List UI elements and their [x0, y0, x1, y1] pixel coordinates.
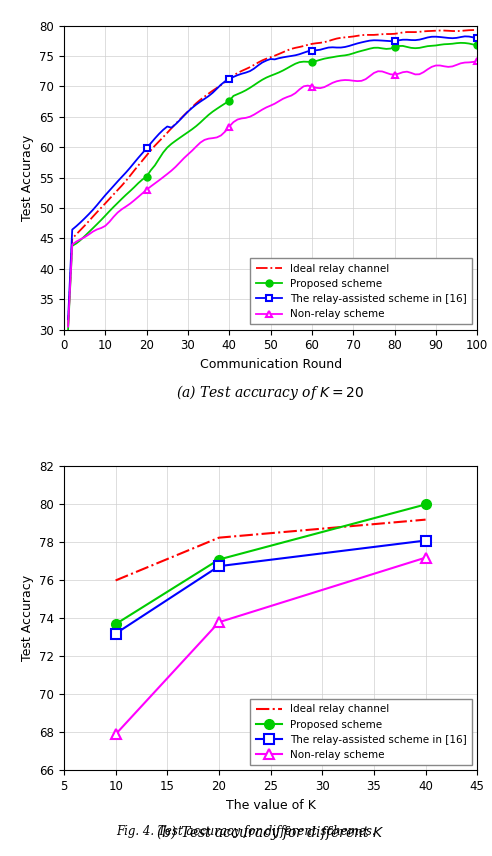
- Ideal relay channel: [276, 49, 282, 59]
- Ideal relay channel: [113, 575, 119, 586]
- The relay-assisted scheme in [16]: [454, 33, 460, 43]
- Non-relay scheme: [276, 96, 282, 106]
- Ideal relay channel: [160, 132, 166, 142]
- Non-relay scheme: [441, 61, 447, 71]
- The relay-assisted scheme in [16]: [216, 561, 222, 571]
- Ideal relay channel: [474, 25, 480, 35]
- Proposed scheme: [309, 56, 315, 67]
- X-axis label: Communication Round: Communication Round: [200, 358, 341, 371]
- Line: Proposed scheme: Proposed scheme: [111, 500, 430, 629]
- Non-relay scheme: [454, 60, 460, 70]
- Ideal relay channel: [216, 532, 222, 543]
- The relay-assisted scheme in [16]: [309, 45, 315, 56]
- Text: Fig. 4. Test accuracy for different schemes.: Fig. 4. Test accuracy for different sche…: [116, 824, 376, 838]
- The relay-assisted scheme in [16]: [441, 33, 447, 43]
- Proposed scheme: [216, 555, 222, 565]
- Line: The relay-assisted scheme in [16]: The relay-assisted scheme in [16]: [111, 536, 430, 639]
- Non-relay scheme: [144, 185, 150, 195]
- Non-relay scheme: [65, 322, 71, 332]
- The relay-assisted scheme in [16]: [113, 628, 119, 639]
- The relay-assisted scheme in [16]: [423, 535, 429, 545]
- Title: (a) Test accuracy of $K = 20$: (a) Test accuracy of $K = 20$: [177, 383, 365, 401]
- X-axis label: The value of K: The value of K: [226, 799, 315, 811]
- Non-relay scheme: [216, 617, 222, 627]
- Proposed scheme: [474, 40, 480, 51]
- The relay-assisted scheme in [16]: [144, 143, 150, 153]
- Proposed scheme: [144, 171, 150, 181]
- Non-relay scheme: [309, 81, 315, 92]
- Ideal relay channel: [144, 151, 150, 161]
- Proposed scheme: [423, 499, 429, 509]
- Ideal relay channel: [423, 514, 429, 525]
- Line: Proposed scheme: Proposed scheme: [64, 39, 481, 333]
- Line: Non-relay scheme: Non-relay scheme: [111, 553, 430, 740]
- Ideal relay channel: [65, 322, 71, 332]
- Proposed scheme: [113, 619, 119, 629]
- Line: The relay-assisted scheme in [16]: The relay-assisted scheme in [16]: [64, 33, 481, 323]
- The relay-assisted scheme in [16]: [160, 125, 166, 135]
- Proposed scheme: [276, 68, 282, 78]
- Legend: Ideal relay channel, Proposed scheme, The relay-assisted scheme in [16], Non-rel: Ideal relay channel, Proposed scheme, Th…: [250, 699, 472, 765]
- Non-relay scheme: [160, 172, 166, 182]
- Ideal relay channel: [454, 26, 460, 36]
- Proposed scheme: [160, 147, 166, 158]
- Non-relay scheme: [113, 729, 119, 740]
- Y-axis label: Test Accuracy: Test Accuracy: [21, 134, 34, 221]
- Non-relay scheme: [474, 56, 480, 67]
- Legend: Ideal relay channel, Proposed scheme, The relay-assisted scheme in [16], Non-rel: Ideal relay channel, Proposed scheme, Th…: [250, 259, 472, 324]
- Proposed scheme: [458, 38, 463, 48]
- Title: (b) Test accuracy for different $K$: (b) Test accuracy for different $K$: [156, 823, 385, 842]
- The relay-assisted scheme in [16]: [462, 32, 468, 42]
- Non-relay scheme: [423, 552, 429, 562]
- Line: Non-relay scheme: Non-relay scheme: [64, 57, 481, 330]
- Line: Ideal relay channel: Ideal relay channel: [116, 520, 426, 580]
- Y-axis label: Test Accuracy: Test Accuracy: [21, 575, 33, 662]
- The relay-assisted scheme in [16]: [474, 33, 480, 43]
- Proposed scheme: [65, 324, 71, 335]
- Ideal relay channel: [441, 26, 447, 36]
- The relay-assisted scheme in [16]: [276, 53, 282, 63]
- The relay-assisted scheme in [16]: [65, 314, 71, 324]
- Line: Ideal relay channel: Ideal relay channel: [68, 30, 477, 327]
- Proposed scheme: [454, 38, 460, 48]
- Proposed scheme: [441, 39, 447, 50]
- Ideal relay channel: [309, 39, 315, 49]
